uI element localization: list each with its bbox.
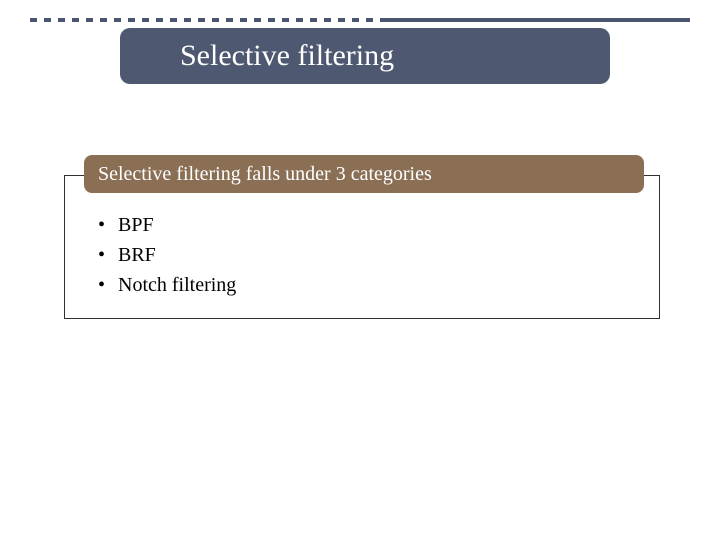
title-pill: Selective filtering xyxy=(120,28,610,84)
slide-title: Selective filtering xyxy=(180,39,394,73)
bullet-marker: • xyxy=(98,274,118,297)
bullet-label: Notch filtering xyxy=(118,274,236,297)
list-item: • BPF xyxy=(98,210,236,240)
list-item: • Notch filtering xyxy=(98,270,236,300)
subheading-text: Selective filtering falls under 3 catego… xyxy=(98,163,432,186)
bullet-label: BPF xyxy=(118,214,154,237)
subheading-pill: Selective filtering falls under 3 catego… xyxy=(84,155,644,193)
bullet-label: BRF xyxy=(118,244,156,267)
bullet-marker: • xyxy=(98,214,118,237)
list-item: • BRF xyxy=(98,240,236,270)
top-divider-solid xyxy=(385,18,690,22)
bullet-marker: • xyxy=(98,244,118,267)
bullet-list: • BPF • BRF • Notch filtering xyxy=(98,210,236,300)
